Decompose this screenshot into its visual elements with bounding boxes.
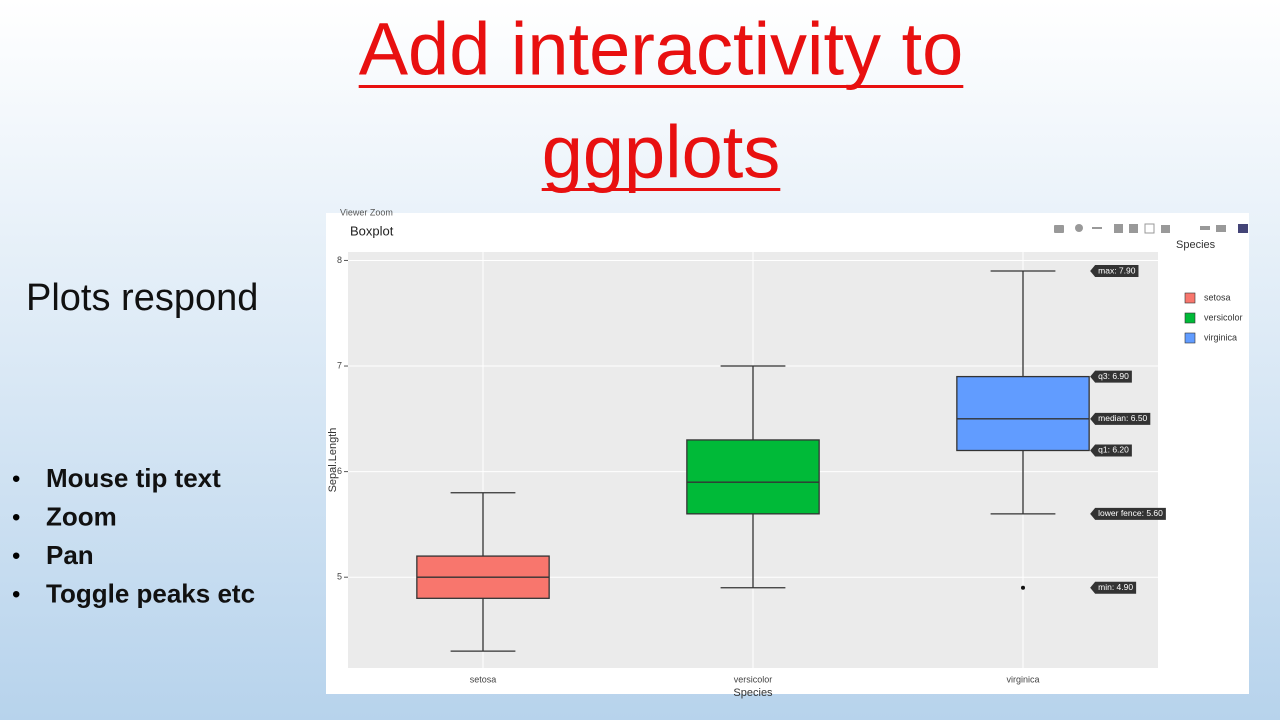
icon[interactable] bbox=[1114, 224, 1123, 233]
icon[interactable] bbox=[1161, 225, 1170, 233]
bullet-dot: • bbox=[12, 542, 20, 569]
y-tick-label: 6 bbox=[337, 466, 342, 476]
hover-label: min: 4.90 bbox=[1098, 582, 1133, 592]
slide-title: ggplots bbox=[542, 111, 781, 194]
hover-label: max: 7.90 bbox=[1098, 265, 1136, 275]
hover-box bbox=[1090, 507, 1166, 520]
legend-swatch bbox=[1184, 332, 1196, 344]
icon[interactable] bbox=[1200, 226, 1210, 230]
x-axis-label: Species bbox=[733, 687, 773, 699]
icon[interactable] bbox=[1144, 223, 1155, 234]
bullet: Zoom bbox=[46, 501, 117, 531]
bullet-dot: • bbox=[12, 504, 20, 531]
bullet-dot: • bbox=[12, 581, 20, 608]
legend-label: setosa bbox=[1204, 292, 1231, 302]
outlier bbox=[1021, 585, 1025, 590]
bullet: Mouse tip text bbox=[46, 463, 221, 493]
toolbar bbox=[1054, 223, 1248, 234]
subtitle: Plots respond bbox=[26, 277, 258, 319]
legend-title: Species bbox=[1176, 239, 1216, 251]
y-tick-label: 7 bbox=[337, 360, 342, 370]
legend-label: virginica bbox=[1204, 332, 1237, 342]
legend-label: versicolor bbox=[1204, 312, 1243, 322]
legend-swatch bbox=[1184, 312, 1196, 324]
hover-box bbox=[1090, 581, 1137, 594]
x-tick-label: virginica bbox=[1006, 674, 1039, 684]
icon[interactable] bbox=[1054, 225, 1064, 233]
bullet-dot: • bbox=[12, 465, 20, 492]
box bbox=[956, 375, 1090, 452]
icon[interactable] bbox=[1092, 227, 1102, 229]
slide-title: Add interactivity to bbox=[359, 8, 964, 91]
hover-label: median: 6.50 bbox=[1098, 413, 1147, 423]
bullet: Toggle peaks etc bbox=[46, 578, 255, 608]
icon[interactable] bbox=[1216, 225, 1226, 232]
y-axis-label: Sepal.Length bbox=[327, 428, 339, 493]
box bbox=[686, 439, 820, 515]
x-tick-label: setosa bbox=[470, 674, 497, 684]
hover-label: q1: 6.20 bbox=[1098, 445, 1129, 455]
bullet: Pan bbox=[46, 540, 94, 570]
icon[interactable] bbox=[1075, 224, 1083, 232]
hover-box bbox=[1090, 412, 1151, 425]
y-tick-label: 5 bbox=[337, 572, 342, 582]
x-tick-label: versicolor bbox=[734, 674, 773, 684]
y-tick-label: 8 bbox=[337, 255, 342, 265]
icon[interactable] bbox=[1129, 224, 1138, 233]
hover-label: q3: 6.90 bbox=[1098, 371, 1129, 381]
hover-label: lower fence: 5.60 bbox=[1098, 508, 1163, 518]
chart-title: Boxplot bbox=[350, 223, 394, 238]
window-title: Viewer Zoom bbox=[340, 207, 393, 217]
icon[interactable] bbox=[1238, 224, 1248, 233]
hover-box bbox=[1090, 444, 1132, 457]
legend-swatch bbox=[1184, 292, 1196, 304]
hover-box bbox=[1090, 370, 1132, 383]
hover-box bbox=[1090, 265, 1139, 278]
